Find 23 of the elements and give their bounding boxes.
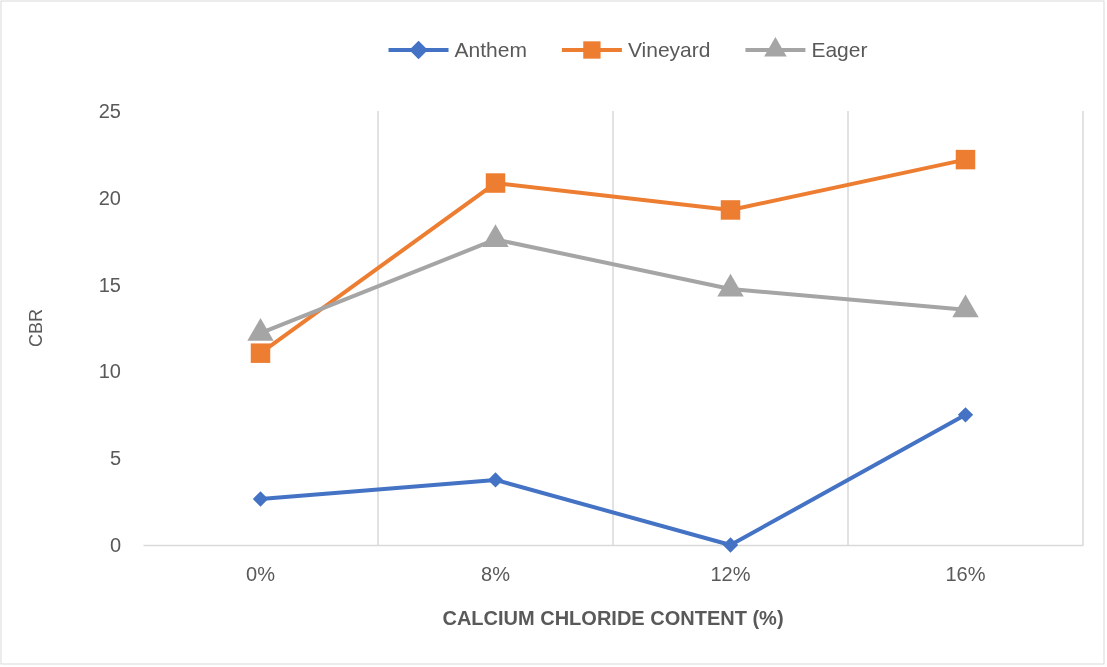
y-tick-label: 15: [98, 273, 121, 296]
point: [252, 491, 269, 507]
point: [720, 200, 741, 220]
legend-label: Vineyard: [627, 38, 711, 61]
legend-label: Anthem: [454, 38, 527, 61]
y-tick-label: 25: [98, 99, 121, 122]
y-tick-label: 0: [109, 533, 121, 556]
x-tick-label: 16%: [945, 563, 986, 586]
point: [487, 472, 504, 488]
x-tick-label: 8%: [481, 563, 511, 586]
y-axis-title: CBR: [26, 308, 46, 348]
x-axis-title: CALCIUM CHLORIDE CONTENT (%): [442, 607, 784, 629]
point: [250, 343, 271, 363]
point: [955, 149, 976, 170]
point: [957, 407, 974, 423]
x-tick-label: 0%: [246, 563, 276, 586]
point: [722, 537, 739, 553]
legend-label: Eager: [811, 38, 868, 61]
y-tick-label: 10: [98, 360, 121, 383]
y-tick-label: 20: [98, 186, 121, 209]
x-tick-label: 12%: [710, 563, 751, 586]
y-tick-label: 5: [109, 447, 121, 470]
point: [485, 173, 506, 193]
